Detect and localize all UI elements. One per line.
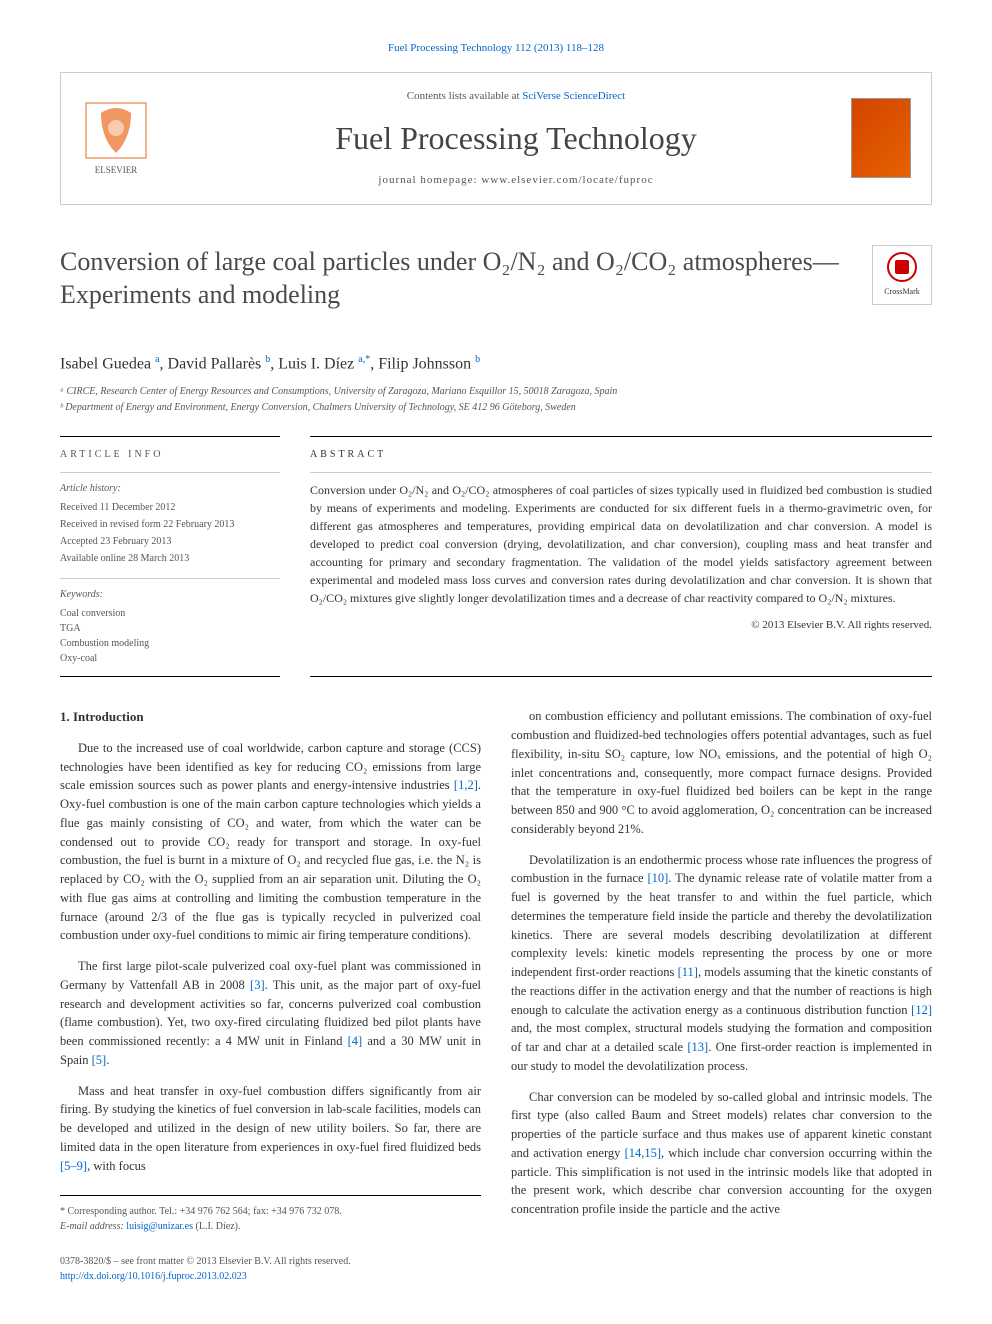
sciencedirect-link[interactable]: SciVerse ScienceDirect <box>522 90 625 102</box>
crossmark-icon <box>887 252 917 282</box>
journal-masthead: ELSEVIER Contents lists available at Sci… <box>60 72 932 205</box>
body-right-column: on combustion efficiency and pollutant e… <box>511 707 932 1234</box>
corr-tel-fax: * Corresponding author. Tel.: +34 976 76… <box>60 1204 481 1219</box>
crossmark-label: CrossMark <box>884 286 920 298</box>
elsevier-logo: ELSEVIER <box>81 98 151 178</box>
homepage-prefix: journal homepage: <box>378 174 481 186</box>
left-para-2: The first large pilot-scale pulverized c… <box>60 957 481 1070</box>
corr-email-suffix: (L.I. Díez). <box>193 1221 240 1232</box>
affiliation-a: ᵃ CIRCE, Research Center of Energy Resou… <box>60 384 932 400</box>
affiliation-b: ᵇ Department of Energy and Environment, … <box>60 400 932 416</box>
article-info-heading: ARTICLE INFO <box>60 447 280 462</box>
abstract-text: Conversion under O₂/N₂ and O₂/CO₂ atmosp… <box>310 481 932 607</box>
journal-cover-thumbnail <box>851 98 911 178</box>
left-para-1: Due to the increased use of coal worldwi… <box>60 739 481 945</box>
article-info-block: ARTICLE INFO Article history: Received 1… <box>60 436 280 677</box>
history-received: Received 11 December 2012 <box>60 500 280 515</box>
issn-copyright-line: 0378-3820/$ – see front matter © 2013 El… <box>60 1254 932 1269</box>
journal-name: Fuel Processing Technology <box>181 114 851 162</box>
svg-text:ELSEVIER: ELSEVIER <box>95 165 138 175</box>
left-para-3: Mass and heat transfer in oxy-fuel combu… <box>60 1082 481 1176</box>
journal-homepage-line: journal homepage: www.elsevier.com/locat… <box>181 172 851 189</box>
body-left-column: 1. Introduction Due to the increased use… <box>60 707 481 1234</box>
affiliations: ᵃ CIRCE, Research Center of Energy Resou… <box>60 384 932 416</box>
homepage-url[interactable]: www.elsevier.com/locate/fuproc <box>481 174 653 186</box>
citation-header[interactable]: Fuel Processing Technology 112 (2013) 11… <box>60 40 932 57</box>
abstract-block: ABSTRACT Conversion under O₂/N₂ and O₂/C… <box>310 436 932 677</box>
article-title: Conversion of large coal particles under… <box>60 245 852 313</box>
keywords-label: Keywords: <box>60 587 280 602</box>
keyword-3: Combustion modeling <box>60 636 280 651</box>
keyword-1: Coal conversion <box>60 606 280 621</box>
right-para-1: on combustion efficiency and pollutant e… <box>511 707 932 838</box>
contents-prefix: Contents lists available at <box>407 90 522 102</box>
page-footer: 0378-3820/$ – see front matter © 2013 El… <box>60 1254 932 1284</box>
keyword-2: TGA <box>60 621 280 636</box>
history-online: Available online 28 March 2013 <box>60 551 280 566</box>
right-para-3: Char conversion can be modeled by so-cal… <box>511 1088 932 1219</box>
contents-available-line: Contents lists available at SciVerse Sci… <box>181 88 851 105</box>
corresponding-author-footnote: * Corresponding author. Tel.: +34 976 76… <box>60 1195 481 1234</box>
abstract-copyright: © 2013 Elsevier B.V. All rights reserved… <box>310 617 932 634</box>
intro-heading: 1. Introduction <box>60 707 481 727</box>
abstract-heading: ABSTRACT <box>310 447 932 462</box>
history-label: Article history: <box>60 481 280 496</box>
corr-email-label: E-mail address: <box>60 1221 126 1232</box>
author-list: Isabel Guedea a, David Pallarès b, Luis … <box>60 352 932 376</box>
corr-email-link[interactable]: luisig@unizar.es <box>126 1221 193 1232</box>
doi-link[interactable]: http://dx.doi.org/10.1016/j.fuproc.2013.… <box>60 1271 247 1282</box>
history-revised: Received in revised form 22 February 201… <box>60 517 280 532</box>
right-para-2: Devolatilization is an endothermic proce… <box>511 851 932 1076</box>
crossmark-badge[interactable]: CrossMark <box>872 245 932 305</box>
keyword-4: Oxy-coal <box>60 651 280 666</box>
history-accepted: Accepted 23 February 2013 <box>60 534 280 549</box>
